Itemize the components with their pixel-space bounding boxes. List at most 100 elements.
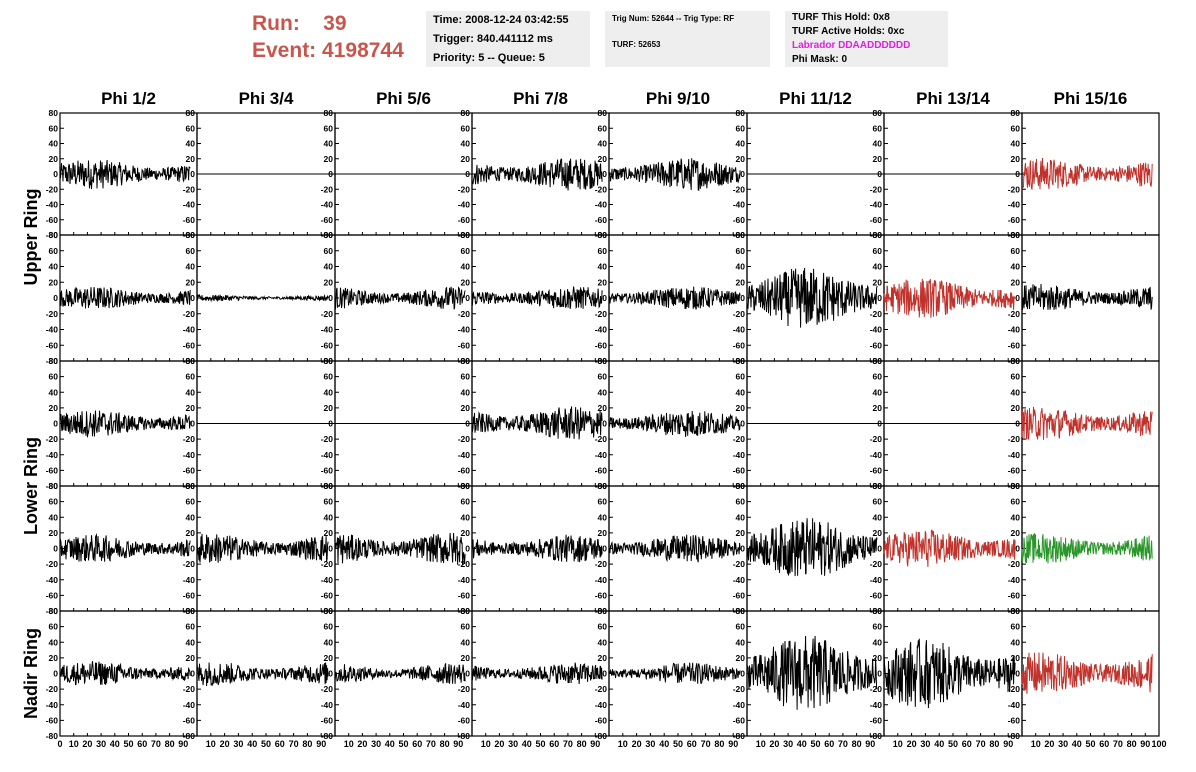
y-tick-label: -40	[595, 575, 608, 585]
y-tick-label: 60	[1011, 497, 1021, 507]
y-tick-label: -60	[458, 340, 471, 350]
y-tick-label: 40	[49, 637, 59, 647]
y-tick-label: 40	[736, 262, 746, 272]
ring-label: Nadir Ring	[21, 628, 41, 719]
y-tick-label: 0	[190, 419, 195, 429]
event-label: Event:	[252, 39, 317, 62]
y-tick-label: -40	[733, 200, 746, 210]
x-tick-label: 20	[769, 739, 779, 749]
y-tick-label: -20	[183, 559, 196, 569]
y-tick-label: -20	[321, 309, 334, 319]
y-tick-label: 40	[461, 512, 471, 522]
column-header: Phi 1/2	[101, 89, 156, 108]
x-tick-label: 20	[82, 739, 92, 749]
y-tick-label: 80	[1011, 481, 1021, 491]
y-tick-label: -60	[321, 465, 334, 475]
y-tick-label: -20	[321, 559, 334, 569]
y-tick-label: 60	[49, 622, 59, 632]
y-tick-label: -20	[183, 684, 196, 694]
x-tick-label: 20	[220, 739, 230, 749]
y-tick-label: 80	[598, 606, 608, 616]
y-tick-label: 60	[1011, 123, 1021, 133]
y-tick-label: 80	[461, 356, 471, 366]
column-header: Phi 5/6	[376, 89, 431, 108]
y-tick-label: -60	[458, 465, 471, 475]
y-tick-label: 80	[1011, 108, 1021, 118]
y-tick-label: 40	[461, 387, 471, 397]
y-tick-label: 20	[324, 154, 334, 164]
x-tick-label: 50	[948, 739, 958, 749]
y-tick-label: 40	[873, 262, 883, 272]
y-tick-label: 20	[186, 403, 196, 413]
x-tick-label: 30	[920, 739, 930, 749]
y-tick-label: -60	[1008, 340, 1021, 350]
x-tick-label: 100	[1151, 739, 1166, 749]
y-tick-label: 40	[1011, 512, 1021, 522]
x-tick-label: 70	[151, 739, 161, 749]
y-tick-label: 60	[324, 497, 334, 507]
x-tick-label: 90	[178, 739, 188, 749]
y-tick-label: -60	[1008, 465, 1021, 475]
y-tick-label: -20	[458, 684, 471, 694]
y-tick-label: -40	[321, 200, 334, 210]
y-tick-label: -20	[46, 184, 59, 194]
waveform-trace	[334, 286, 466, 310]
y-tick-label: 20	[186, 653, 196, 663]
y-tick-label: -40	[321, 700, 334, 710]
y-tick-label: 40	[1011, 637, 1021, 647]
y-tick-label: 0	[877, 669, 882, 679]
x-tick-label: 30	[1058, 739, 1068, 749]
y-tick-label: 0	[328, 544, 333, 554]
y-tick-label: -80	[46, 731, 59, 741]
y-tick-label: 60	[873, 123, 883, 133]
y-tick-label: -80	[183, 731, 196, 741]
x-tick-label: 40	[385, 739, 395, 749]
y-tick-label: 0	[53, 293, 58, 303]
y-tick-label: -60	[458, 715, 471, 725]
ring-label: Lower Ring	[21, 437, 41, 535]
y-tick-label: 20	[49, 528, 59, 538]
y-tick-label: 60	[598, 497, 608, 507]
y-tick-label: 80	[186, 606, 196, 616]
y-tick-label: -60	[321, 340, 334, 350]
column-header: Phi 15/16	[1054, 89, 1128, 108]
y-tick-label: -40	[458, 325, 471, 335]
y-tick-label: -40	[1008, 575, 1021, 585]
y-tick-label: -20	[595, 309, 608, 319]
y-tick-label: -20	[870, 184, 883, 194]
y-tick-label: 80	[461, 108, 471, 118]
column-header: Phi 13/14	[916, 89, 990, 108]
y-tick-label: -40	[458, 200, 471, 210]
y-tick-label: 0	[53, 169, 58, 179]
priority-line: Priority: 5 -- Queue: 5	[433, 52, 545, 64]
run-row: Run: 39	[252, 10, 404, 37]
y-tick-label: -80	[46, 481, 59, 491]
y-tick-label: 60	[461, 622, 471, 632]
y-tick-label: -80	[46, 356, 59, 366]
x-tick-label: 40	[522, 739, 532, 749]
y-tick-label: 40	[324, 387, 334, 397]
y-tick-label: 0	[328, 293, 333, 303]
y-tick-label: 80	[461, 481, 471, 491]
x-tick-label: 60	[1099, 739, 1109, 749]
x-tick-label: 90	[316, 739, 326, 749]
trig-num-line: Trig Num: 52644 -- Trig Type: RF	[612, 14, 735, 23]
y-tick-label: 20	[324, 277, 334, 287]
y-tick-label: 0	[1015, 419, 1020, 429]
waveform-trace	[59, 286, 191, 309]
y-tick-label: -20	[870, 559, 883, 569]
y-tick-label: -40	[183, 575, 196, 585]
y-tick-label: 0	[602, 669, 607, 679]
y-tick-label: -60	[595, 465, 608, 475]
x-tick-label: 50	[673, 739, 683, 749]
y-tick-label: 20	[736, 403, 746, 413]
column-header: Phi 11/12	[779, 89, 852, 108]
y-tick-label: 80	[736, 606, 746, 616]
y-tick-label: 60	[736, 123, 746, 133]
y-tick-label: -40	[183, 325, 196, 335]
x-tick-label: 80	[1127, 739, 1137, 749]
y-tick-label: 20	[598, 154, 608, 164]
y-tick-label: 60	[324, 123, 334, 133]
x-tick-label: 70	[838, 739, 848, 749]
y-tick-label: -60	[1008, 215, 1021, 225]
